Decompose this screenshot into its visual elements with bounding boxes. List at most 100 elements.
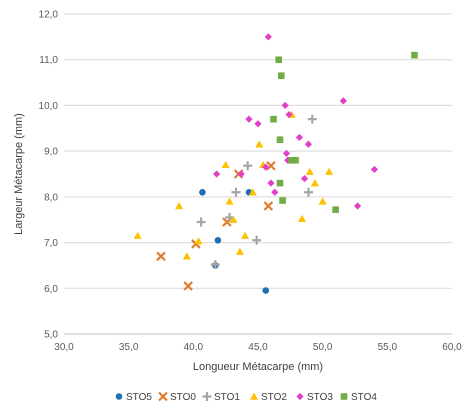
x-tick-label: 30,0: [54, 342, 74, 353]
data-point: [370, 165, 378, 174]
legend-label: STO3: [307, 392, 333, 403]
data-point: [133, 231, 142, 239]
data-point: [245, 115, 253, 123]
data-point: [276, 179, 284, 187]
data-points: [133, 33, 418, 294]
data-point: [276, 136, 284, 144]
tick-labels: 5,0 6,0 7,0 8,0 9,0 10,0 11,0 12,0 30,0 35,0 40,0 4…: [39, 10, 463, 354]
x-tick-label: 35,0: [119, 342, 139, 353]
data-point: [221, 160, 230, 169]
y-tick-label: 11,0: [39, 55, 58, 66]
data-point: [237, 170, 245, 178]
data-point: [310, 179, 319, 187]
data-point: [156, 251, 166, 262]
data-point: [275, 56, 282, 64]
series-sto5: [199, 188, 270, 294]
data-point: [229, 215, 238, 223]
x-tick-label: 55,0: [378, 342, 398, 353]
series-sto3: [213, 33, 378, 210]
data-point: [183, 281, 193, 291]
legend-item-sto4: STO4: [340, 392, 377, 403]
y-tick-label: 12,0: [39, 10, 59, 21]
data-point: [305, 167, 314, 175]
data-point: [282, 149, 291, 158]
data-point: [353, 202, 362, 210]
data-point: [241, 231, 250, 239]
data-point: [243, 161, 253, 171]
data-point: [225, 197, 234, 205]
data-point: [318, 197, 327, 205]
series-sto1: [196, 114, 317, 270]
x-tick-label: 50,0: [313, 342, 333, 353]
data-point: [279, 197, 286, 204]
data-point: [262, 163, 270, 171]
series-sto4: [270, 51, 418, 213]
data-point: [411, 51, 418, 59]
data-point: [213, 170, 221, 178]
data-point: [307, 114, 317, 124]
data-point: [339, 97, 347, 105]
data-point: [292, 156, 299, 164]
data-point: [304, 140, 313, 148]
data-point: [255, 140, 264, 148]
data-point: [277, 72, 285, 80]
data-point: [214, 236, 222, 244]
data-point: [332, 206, 339, 213]
data-point: [254, 120, 262, 128]
data-point: [235, 247, 244, 255]
legend-marker: [296, 392, 304, 401]
data-point: [252, 235, 262, 245]
y-tick-label: 5,0: [44, 330, 58, 341]
gridlines: [64, 13, 452, 335]
data-point: [210, 260, 220, 270]
y-tick-label: 10,0: [39, 101, 59, 112]
legend: STO5 STO0 STO1 STO2 STO3 STO4: [115, 391, 377, 403]
legend-marker: [340, 393, 348, 400]
legend-marker: [158, 391, 168, 402]
data-point: [270, 115, 277, 123]
legend-marker: [250, 392, 258, 400]
data-point: [196, 217, 206, 227]
x-tick-label: 40,0: [184, 342, 204, 353]
data-point: [325, 167, 334, 175]
data-point: [266, 160, 276, 171]
y-axis-title: Largeur Métacarpe (mm): [13, 113, 25, 235]
y-tick-label: 8,0: [44, 192, 58, 203]
data-point: [264, 33, 272, 41]
data-point: [297, 214, 306, 222]
data-point: [288, 156, 295, 164]
data-point: [231, 187, 241, 197]
legend-marker: [115, 393, 123, 400]
data-point: [285, 110, 293, 119]
data-point: [300, 174, 309, 183]
x-axis-title: Longueur Métacarpe (mm): [193, 361, 323, 373]
data-point: [284, 156, 292, 164]
legend-item-sto3: STO3: [296, 392, 333, 403]
data-point: [303, 187, 313, 197]
x-tick-label: 45,0: [248, 342, 268, 353]
data-point: [267, 179, 275, 187]
y-tick-label: 7,0: [44, 238, 58, 249]
data-point: [175, 202, 184, 210]
legend-label: STO4: [351, 392, 377, 403]
legend-item-sto0: STO0: [158, 391, 196, 403]
data-point: [262, 287, 270, 294]
data-point: [248, 188, 257, 196]
legend-label: STO1: [214, 392, 240, 403]
legend-item-sto2: STO2: [250, 392, 287, 403]
data-point: [295, 133, 303, 142]
data-point: [199, 188, 206, 196]
data-point: [263, 201, 274, 211]
data-point: [281, 101, 289, 110]
x-tick-label: 60,0: [442, 342, 462, 353]
legend-label: STO0: [170, 392, 196, 403]
y-tick-label: 6,0: [44, 284, 58, 295]
series-sto2: [133, 110, 334, 260]
legend-item-sto5: STO5: [115, 392, 152, 403]
legend-label: STO2: [261, 392, 287, 403]
data-point: [271, 188, 279, 196]
data-point: [182, 252, 191, 260]
series-sto0: [156, 160, 276, 291]
